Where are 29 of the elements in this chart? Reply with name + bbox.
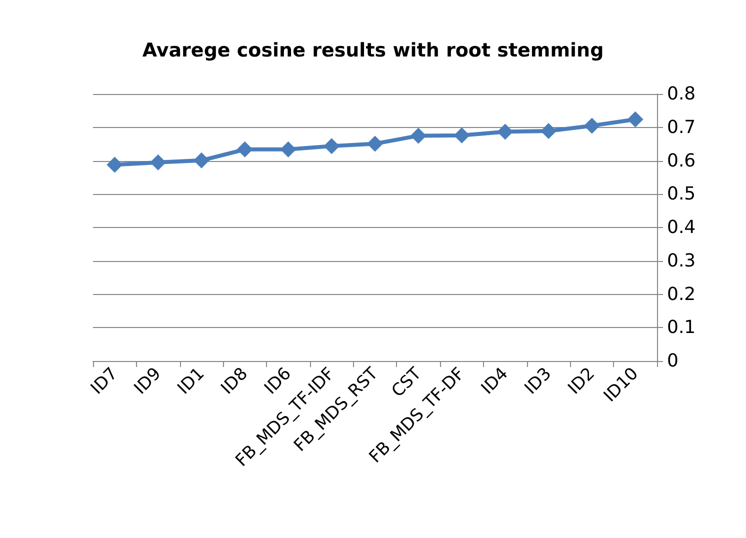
y-tick-label: 0.2: [667, 284, 696, 305]
point: [324, 138, 340, 154]
point: [150, 154, 166, 170]
y-tick-label: 0.4: [667, 217, 696, 238]
point: [627, 111, 644, 128]
point: [454, 127, 470, 144]
y-tick-label: 0.1: [667, 317, 696, 338]
y-tick-label: 0.5: [667, 184, 696, 205]
point: [584, 118, 600, 134]
y-tick-label: 0.7: [667, 116, 696, 138]
point: [106, 156, 123, 173]
x-tick-label: ID9: [130, 364, 166, 399]
x-tick-label: ID4: [478, 364, 512, 399]
point: [497, 124, 514, 140]
point: [236, 141, 253, 158]
x-tick-label: ID1: [174, 364, 209, 399]
y-tick-label: 0.8: [667, 84, 696, 104]
point: [410, 128, 426, 144]
point: [280, 141, 296, 158]
chart-title: Avarege cosine results with root stemming: [142, 40, 604, 62]
x-tick-label: ID2: [564, 364, 599, 399]
point: [193, 152, 210, 168]
point: [540, 123, 557, 140]
y-tick-label: 0.6: [667, 150, 696, 172]
y-tick-label: 0.3: [667, 250, 696, 272]
point: [367, 136, 383, 152]
x-tick-label: ID3: [521, 364, 556, 399]
x-tick-label: ID7: [87, 364, 122, 399]
y-tick-label: 0: [667, 350, 678, 372]
